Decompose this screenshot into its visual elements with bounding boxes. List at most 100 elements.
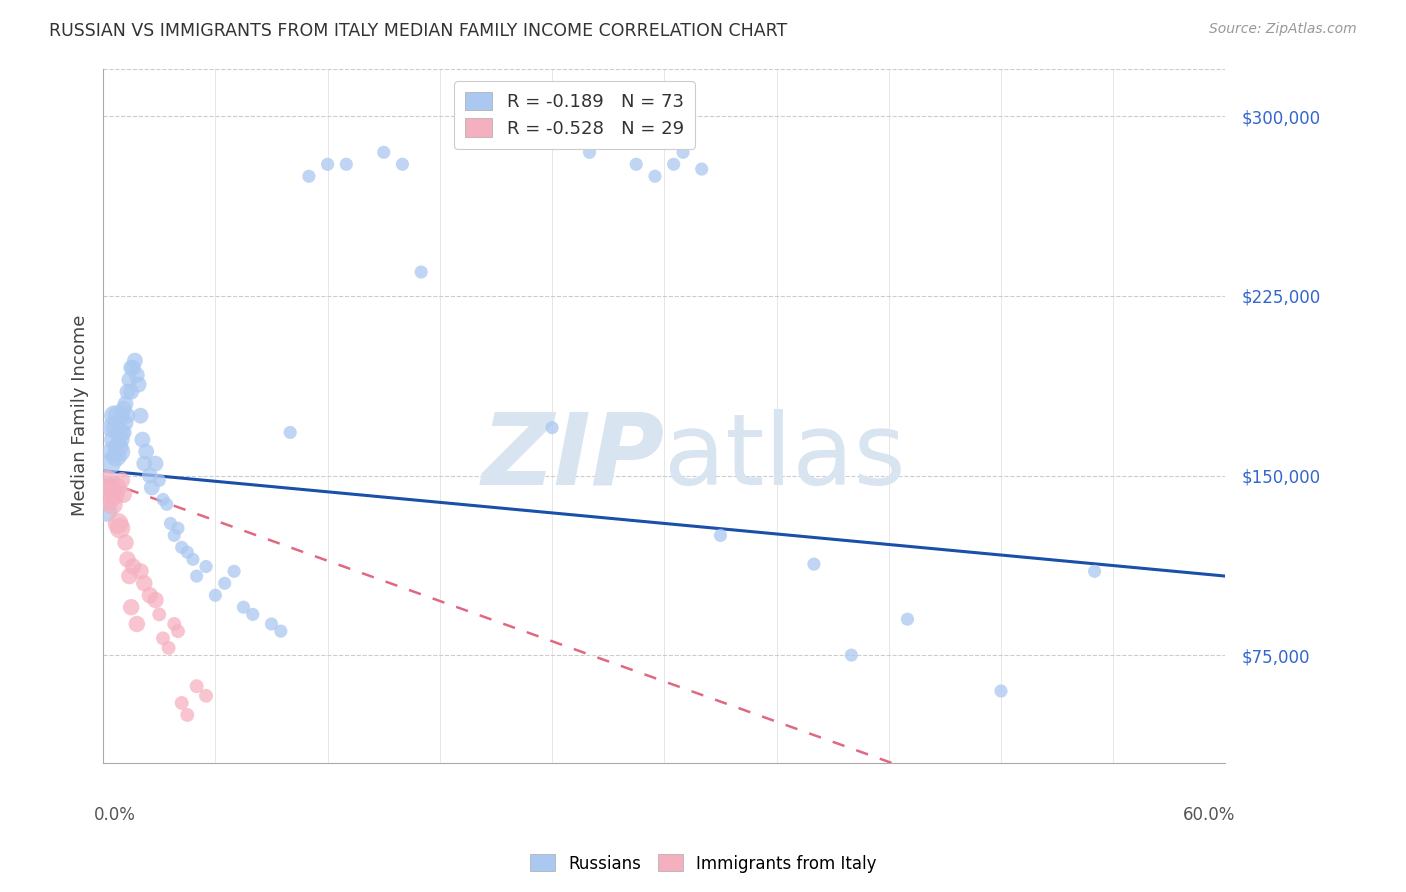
Point bbox=[841, 648, 863, 662]
Point bbox=[145, 457, 167, 471]
Point bbox=[117, 384, 139, 399]
Text: RUSSIAN VS IMMIGRANTS FROM ITALY MEDIAN FAMILY INCOME CORRELATION CHART: RUSSIAN VS IMMIGRANTS FROM ITALY MEDIAN … bbox=[49, 22, 787, 40]
Point bbox=[141, 481, 163, 495]
Point bbox=[990, 684, 1012, 698]
Point bbox=[148, 607, 170, 622]
Point bbox=[108, 425, 131, 440]
Point bbox=[111, 409, 134, 423]
Point bbox=[131, 433, 153, 447]
Point bbox=[316, 157, 339, 171]
Point bbox=[111, 433, 134, 447]
Point bbox=[298, 169, 321, 184]
Point bbox=[644, 169, 666, 184]
Point bbox=[129, 564, 152, 578]
Point bbox=[176, 708, 198, 723]
Point bbox=[152, 492, 174, 507]
Point bbox=[107, 409, 129, 423]
Point bbox=[103, 409, 125, 423]
Point bbox=[156, 497, 179, 511]
Point bbox=[139, 468, 162, 483]
Point bbox=[145, 593, 167, 607]
Text: atlas: atlas bbox=[664, 409, 905, 506]
Point bbox=[148, 473, 170, 487]
Point bbox=[125, 617, 148, 632]
Legend: Russians, Immigrants from Italy: Russians, Immigrants from Italy bbox=[523, 847, 883, 880]
Point bbox=[97, 492, 120, 507]
Point bbox=[134, 457, 156, 471]
Point bbox=[101, 444, 124, 458]
Point bbox=[118, 569, 141, 583]
Text: Source: ZipAtlas.com: Source: ZipAtlas.com bbox=[1209, 22, 1357, 37]
Point bbox=[167, 624, 190, 639]
Point bbox=[107, 440, 129, 454]
Point bbox=[335, 157, 357, 171]
Point bbox=[111, 473, 134, 487]
Point bbox=[120, 360, 142, 375]
Point bbox=[159, 516, 181, 531]
Point bbox=[578, 145, 600, 160]
Point bbox=[1083, 564, 1105, 578]
Point bbox=[100, 481, 122, 495]
Point bbox=[105, 481, 128, 495]
Point bbox=[112, 425, 135, 440]
Point bbox=[803, 557, 825, 571]
Point bbox=[163, 528, 186, 542]
Point bbox=[117, 552, 139, 566]
Point bbox=[690, 162, 713, 177]
Point bbox=[662, 157, 685, 171]
Point bbox=[176, 545, 198, 559]
Point bbox=[101, 420, 124, 434]
Point bbox=[108, 521, 131, 535]
Point bbox=[167, 521, 190, 535]
Point bbox=[128, 377, 150, 392]
Point bbox=[125, 368, 148, 382]
Point bbox=[232, 600, 254, 615]
Point bbox=[270, 624, 292, 639]
Point bbox=[96, 504, 118, 518]
Point bbox=[103, 488, 125, 502]
Point bbox=[181, 552, 204, 566]
Point bbox=[186, 569, 208, 583]
Point bbox=[107, 516, 129, 531]
Point bbox=[100, 457, 122, 471]
Point bbox=[709, 528, 731, 542]
Y-axis label: Median Family Income: Median Family Income bbox=[72, 315, 89, 516]
Point bbox=[118, 373, 141, 387]
Point bbox=[135, 444, 157, 458]
Point bbox=[134, 576, 156, 591]
Point bbox=[108, 444, 131, 458]
Point bbox=[541, 420, 564, 434]
Point bbox=[163, 617, 186, 632]
Point bbox=[105, 420, 128, 434]
Point bbox=[112, 488, 135, 502]
Point bbox=[129, 409, 152, 423]
Point bbox=[672, 145, 695, 160]
Point bbox=[222, 564, 245, 578]
Point bbox=[214, 576, 236, 591]
Point bbox=[391, 157, 413, 171]
Point bbox=[411, 265, 433, 279]
Point bbox=[124, 353, 146, 368]
Point bbox=[195, 689, 218, 703]
Point bbox=[242, 607, 264, 622]
Point bbox=[195, 559, 218, 574]
Legend: R = -0.189   N = 73, R = -0.528   N = 29: R = -0.189 N = 73, R = -0.528 N = 29 bbox=[454, 81, 695, 149]
Point bbox=[120, 384, 142, 399]
Text: 60.0%: 60.0% bbox=[1182, 806, 1234, 824]
Point bbox=[896, 612, 918, 626]
Point bbox=[103, 433, 125, 447]
Text: 0.0%: 0.0% bbox=[94, 806, 135, 824]
Point bbox=[260, 617, 283, 632]
Point bbox=[114, 535, 136, 549]
Point bbox=[152, 632, 174, 646]
Point bbox=[122, 360, 145, 375]
Point bbox=[170, 541, 193, 555]
Point bbox=[96, 473, 118, 487]
Point bbox=[97, 481, 120, 495]
Point bbox=[122, 559, 145, 574]
Text: ZIP: ZIP bbox=[481, 409, 664, 506]
Point bbox=[114, 416, 136, 430]
Point bbox=[186, 679, 208, 693]
Point bbox=[114, 397, 136, 411]
Point bbox=[117, 409, 139, 423]
